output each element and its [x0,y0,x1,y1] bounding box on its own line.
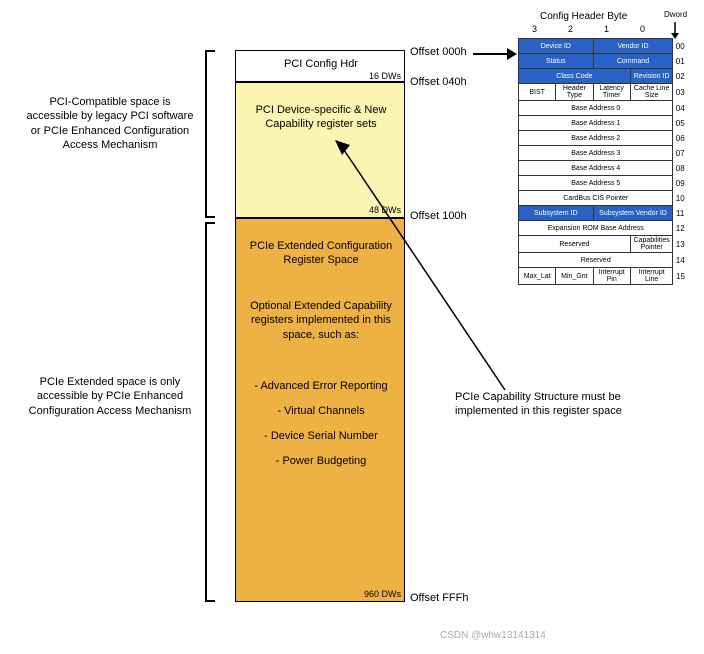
dword-num: 14 [673,253,688,268]
pcie-ext-item-2: - Device Serial Number [246,429,396,443]
hdr-cell: Base Address 5 [519,176,673,191]
pcie-ext-item-1: - Virtual Channels [246,404,396,418]
dword-num: 12 [673,221,688,236]
dword-num: 04 [673,101,688,116]
hdr-cell: Capabilities Pointer [630,236,673,253]
dword-num: 10 [673,191,688,206]
hdr-cell: Status [519,54,594,69]
hdr-cell: Base Address 3 [519,146,673,161]
pci-device-dws: 48 DWs [341,205,401,215]
pci-compat-desc: PCI-Compatible space is accessible by le… [25,95,195,152]
hdr-cell: Header Type [556,84,593,101]
hdr-cell: Device ID [519,39,594,54]
dword-num: 03 [673,84,688,101]
capability-desc: PCIe Capability Structure must be implem… [455,390,625,419]
arrow-to-header-head [507,48,517,60]
pci-hdr-title: PCI Config Hdr [236,57,406,71]
region-pcie-ext: PCIe Extended Configuration Register Spa… [235,218,405,602]
bracket-pcie-ext [205,222,207,602]
offset-040: Offset 040h [410,76,467,88]
pci-hdr-dws: 16 DWs [341,71,401,81]
pcie-ext-title: PCIe Extended Configuration Register Spa… [246,239,396,268]
hdr-cell: Cache Line Size [630,84,673,101]
byte-3: 3 [532,24,537,36]
hdr-cell: Revision ID [630,69,673,84]
byte-2: 2 [568,24,573,36]
pcie-ext-desc: PCIe Extended space is only accessible b… [25,375,195,418]
hdr-cell: Base Address 4 [519,161,673,176]
dword-num: 07 [673,146,688,161]
offset-fff: Offset FFFh [410,592,468,604]
hdr-cell: Base Address 1 [519,116,673,131]
hdr-cell: Expansion ROM Base Address [519,221,673,236]
config-header-table: Device IDVendor ID00 StatusCommand01 Class… [518,38,688,285]
hdr-cell: Subsystem ID [519,206,594,221]
hdr-cell: Min_Gnt [556,268,593,285]
dword-num: 15 [673,268,688,285]
bracket-pci-compat [205,50,207,218]
watermark: CSDN @whw13141314 [440,630,546,641]
byte-0: 0 [640,24,645,36]
dword-num: 08 [673,161,688,176]
byte-1: 1 [604,24,609,36]
hdr-cell: Vendor ID [593,39,673,54]
hdr-cell: Base Address 0 [519,101,673,116]
dword-num: 06 [673,131,688,146]
hdr-cell: Reserved [519,236,631,253]
hdr-cell: Interrupt Line [630,268,673,285]
hdr-cell: Max_Lat [519,268,556,285]
region-pci-hdr: PCI Config Hdr 16 DWs [235,50,405,82]
pci-device-title: PCI Device-specific & New Capability reg… [244,103,398,132]
hdr-cell: Latency Timer [593,84,630,101]
dword-num: 05 [673,116,688,131]
dword-num: 00 [673,39,688,54]
dword-num: 13 [673,236,688,253]
pcie-ext-sub: Optional Extended Capability registers i… [246,299,396,342]
hdr-cell: Interrupt Pin [593,268,630,285]
dword-num: 09 [673,176,688,191]
offset-000: Offset 000h [410,46,467,58]
hdr-cell: Reserved [519,253,673,268]
offset-100: Offset 100h [410,210,467,222]
hdr-cell: Class Code [519,69,631,84]
dword-num: 11 [673,206,688,221]
pcie-ext-item-0: - Advanced Error Reporting [246,379,396,393]
region-pci-device: PCI Device-specific & New Capability reg… [235,82,405,218]
hdr-cell: BIST [519,84,556,101]
hdr-cell: CardBus CIS Pointer [519,191,673,206]
pcie-ext-dws: 960 DWs [341,589,401,599]
hdr-cell: Command [593,54,673,69]
dword-num: 02 [673,69,688,84]
hdr-cell: Subsystem Vendor ID [593,206,673,221]
dword-label: Dword [664,10,687,20]
config-hdr-title: Config Header Byte [540,10,627,23]
pcie-ext-item-3: - Power Budgeting [246,454,396,468]
dword-num: 01 [673,54,688,69]
arrow-to-header [473,53,508,55]
hdr-cell: Base Address 2 [519,131,673,146]
